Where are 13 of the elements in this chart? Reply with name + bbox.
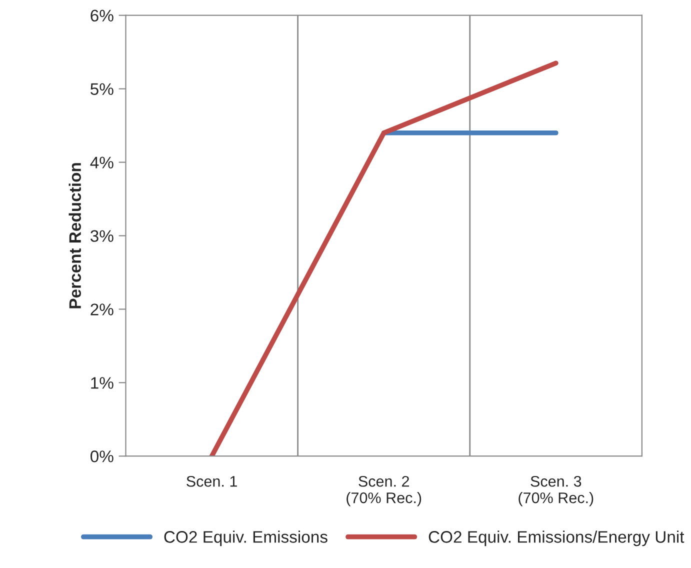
y-tick-label: 3% [90, 230, 114, 242]
legend-label: CO2 Equiv. Emissions [164, 530, 328, 546]
y-tick-label: 0% [90, 450, 114, 462]
legend-label: CO2 Equiv. Emissions/Energy Unit [428, 530, 684, 546]
y-tick-label: 5% [90, 83, 114, 95]
x-tick-label: Scen. 1 [186, 476, 237, 487]
y-tick-label: 4% [90, 156, 114, 168]
y-tick-label: 1% [91, 377, 114, 389]
y-tick-label: 6% [90, 10, 114, 22]
y-tick-label: 2% [90, 304, 114, 316]
y-axis-title: Percent Reduction [68, 163, 82, 308]
x-tick-label: Scen. 2 (70% Rec.) [346, 476, 422, 506]
x-tick-label: Scen. 3 (70% Rec.) [518, 476, 594, 506]
